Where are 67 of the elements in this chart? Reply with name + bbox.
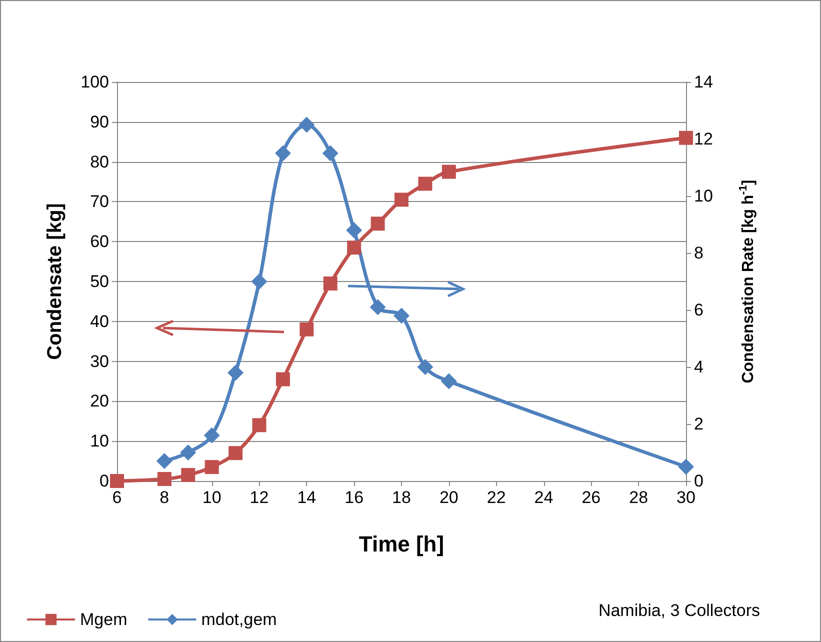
point: [370, 216, 385, 231]
y2-tick-label: 8: [694, 244, 704, 262]
x-tick-label: 18: [392, 488, 411, 507]
point: [228, 364, 244, 381]
point: [370, 299, 386, 316]
y-tick-label: 70: [90, 192, 109, 212]
point: [180, 444, 196, 460]
x-tick-label: 14: [297, 488, 316, 507]
x-tick-label: 22: [486, 488, 506, 507]
x-tick-label: 26: [582, 488, 601, 507]
point: [347, 240, 362, 255]
legend-label: mdot,gem: [201, 610, 277, 629]
y2-tick-label: 4: [694, 358, 704, 376]
point: [276, 372, 290, 386]
y2-tick-label: 0: [694, 472, 704, 490]
point: [204, 460, 219, 474]
y2-tick-label: 12: [694, 130, 713, 148]
point: [394, 308, 410, 324]
y2-tick-label: 14: [694, 72, 713, 92]
x-tick-label: 16: [344, 488, 364, 507]
point: [156, 453, 172, 470]
point: [298, 116, 315, 133]
point: [394, 192, 408, 207]
y2-tick-label: 6: [694, 300, 704, 320]
text: Namibia, 3 Collectors: [598, 601, 760, 620]
point: [417, 359, 434, 375]
point: [679, 130, 693, 145]
point: [228, 446, 243, 460]
point: [346, 222, 362, 238]
point: [204, 427, 220, 444]
y2-axis-title: Condensation Rate [kg h-1]: [738, 180, 757, 384]
y2-tick-label: 10: [694, 186, 713, 206]
y-tick-label: 0: [100, 472, 109, 490]
point: [252, 418, 266, 432]
point: [418, 176, 432, 191]
y-tick-label: 30: [90, 352, 109, 371]
y-tick-label: 60: [90, 232, 109, 252]
x-tick-label: 10: [202, 488, 222, 507]
y-tick-label: 80: [90, 152, 109, 172]
x-tick-label: 24: [534, 488, 554, 507]
y2-tick-label: 2: [694, 414, 704, 434]
y-axis-title: Condensate [kg]: [44, 203, 66, 360]
y-tick-label: 90: [90, 112, 109, 132]
point: [157, 472, 172, 486]
y-tick-label: 100: [80, 72, 109, 92]
y-tick-label: 10: [90, 432, 109, 451]
point: [442, 164, 456, 179]
legend-label: Mgem: [80, 610, 128, 629]
point: [323, 276, 338, 290]
x-tick-label: 8: [160, 488, 170, 507]
point: [251, 274, 268, 290]
point: [678, 458, 694, 475]
x-tick-label: 20: [439, 488, 458, 507]
point: [274, 145, 291, 162]
y-tick-label: 40: [90, 312, 109, 331]
x-axis-title: Time [h]: [358, 532, 444, 556]
point: [110, 474, 124, 488]
point: [322, 145, 338, 162]
point: [440, 373, 457, 390]
x-tick-label: 6: [112, 488, 122, 507]
x-tick-label: 12: [250, 488, 269, 507]
point: [300, 322, 314, 336]
x-tick-label: 30: [676, 488, 696, 507]
y-tick-label: 20: [90, 392, 109, 411]
point: [181, 468, 196, 482]
y-tick-label: 50: [90, 272, 109, 291]
x-tick-label: 28: [629, 488, 648, 507]
